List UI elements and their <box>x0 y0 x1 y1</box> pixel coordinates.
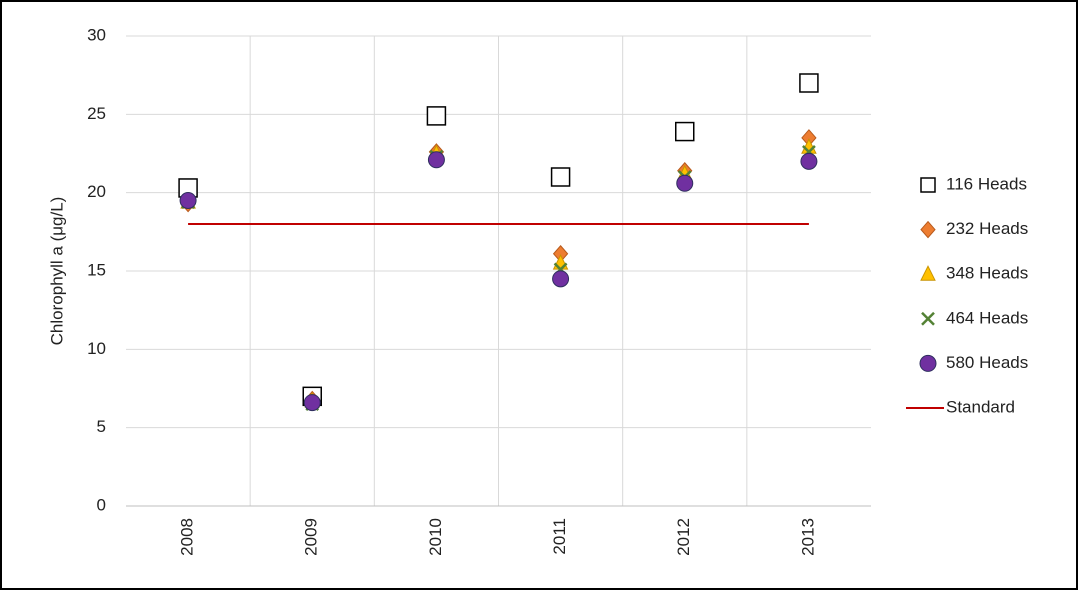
y-tick-label: 5 <box>97 417 106 436</box>
marker-circle <box>676 174 694 192</box>
marker-circle <box>800 152 818 170</box>
marker-circle <box>303 394 321 412</box>
x-tick-label: 2008 <box>178 518 197 556</box>
legend-label: Standard <box>946 397 1015 416</box>
y-axis-label: Chlorophyll a (μg/L) <box>47 197 66 346</box>
x-tick-label: 2013 <box>798 518 817 556</box>
legend-label: 232 Heads <box>946 219 1028 238</box>
marker-square <box>426 106 447 126</box>
legend-marker <box>920 177 936 193</box>
x-tick-label: 2010 <box>426 518 445 556</box>
legend-label: 348 Heads <box>946 264 1028 283</box>
marker-square <box>675 121 695 142</box>
marker-square <box>550 167 571 187</box>
legend-marker <box>919 354 937 372</box>
legend-marker <box>921 311 935 326</box>
y-tick-label: 15 <box>87 260 106 279</box>
y-tick-label: 0 <box>97 495 106 514</box>
x-tick-label: 2011 <box>550 518 569 555</box>
legend-label: 116 Heads <box>946 174 1027 193</box>
marker-circle <box>552 270 570 288</box>
marker-circle <box>179 192 197 209</box>
y-tick-label: 20 <box>87 182 106 201</box>
legend-marker <box>920 265 936 281</box>
legend-label: 580 Heads <box>946 353 1028 372</box>
y-tick-label: 25 <box>87 104 106 123</box>
legend-marker <box>920 220 936 239</box>
legend-label: 464 Heads <box>946 308 1028 327</box>
x-tick-label: 2009 <box>302 518 321 556</box>
marker-square <box>799 73 819 93</box>
y-tick-label: 10 <box>87 339 106 358</box>
y-tick-label: 30 <box>87 25 106 44</box>
x-tick-label: 2012 <box>674 518 693 556</box>
marker-circle <box>427 151 445 169</box>
